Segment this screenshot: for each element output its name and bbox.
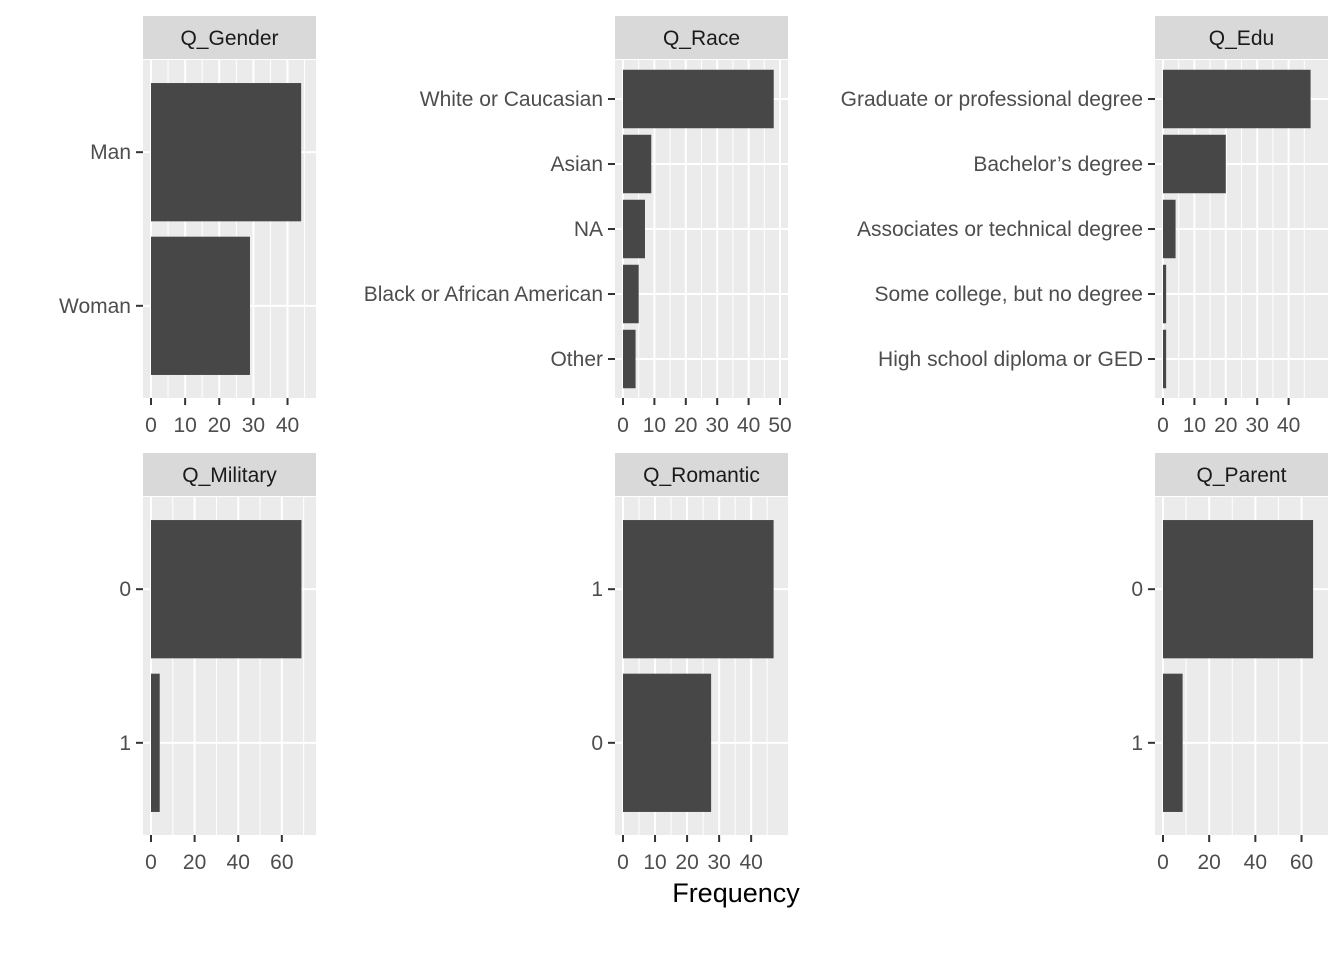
bar xyxy=(623,673,712,812)
facet-strip-label: Q_Gender xyxy=(180,27,278,50)
x-tick-label: 30 xyxy=(242,414,265,437)
x-tick-label: 20 xyxy=(208,414,231,437)
x-tick-label: 10 xyxy=(643,851,666,874)
y-tick-label: NA xyxy=(574,218,603,241)
y-tick-label: Bachelor’s degree xyxy=(973,153,1143,176)
x-tick-label: 40 xyxy=(737,414,760,437)
facet-strip xyxy=(615,16,788,59)
x-tick-label: 20 xyxy=(674,414,697,437)
facet-strip-label: Q_Romantic xyxy=(643,464,760,487)
x-tick-label: 60 xyxy=(270,851,293,874)
bar xyxy=(623,134,652,194)
bar xyxy=(1163,520,1314,659)
facet-strip xyxy=(1155,16,1328,59)
bar xyxy=(151,520,302,659)
bar xyxy=(151,236,250,375)
x-tick-label: 20 xyxy=(1214,414,1237,437)
x-tick-label: 20 xyxy=(1197,851,1220,874)
x-tick-label: 0 xyxy=(1157,414,1169,437)
y-tick-label: Associates or technical degree xyxy=(857,218,1143,241)
x-tick-label: 40 xyxy=(1277,414,1300,437)
bar xyxy=(623,69,774,129)
facet-panel: Q_Edu Graduate or professional degree Bach… xyxy=(841,16,1328,437)
bar xyxy=(1163,329,1167,389)
facet-strip xyxy=(143,453,316,496)
facet-strip-label: Q_Race xyxy=(663,27,740,50)
x-tick-label: 30 xyxy=(1246,414,1269,437)
x-tick-label: 0 xyxy=(617,851,629,874)
x-tick-label: 20 xyxy=(675,851,698,874)
y-tick-label: 0 xyxy=(591,732,603,755)
x-tick-label: 0 xyxy=(617,414,629,437)
x-axis-title: Frequency xyxy=(672,878,800,908)
bar xyxy=(623,520,774,659)
bar xyxy=(623,264,639,324)
facet-panel: Q_Race White or Caucasian Asian NA Black or … xyxy=(364,16,792,437)
facet-strip xyxy=(143,16,316,59)
bar xyxy=(623,199,645,259)
y-tick-label: Man xyxy=(90,141,131,164)
y-tick-label: Black or African American xyxy=(364,283,603,306)
y-tick-label: 1 xyxy=(119,732,131,755)
x-tick-label: 50 xyxy=(768,414,791,437)
y-tick-label: Graduate or professional degree xyxy=(841,88,1143,111)
bar xyxy=(1163,69,1311,129)
y-tick-label: Woman xyxy=(59,295,131,318)
x-tick-label: 10 xyxy=(643,414,666,437)
y-tick-label: 0 xyxy=(119,578,131,601)
facet-strip xyxy=(615,453,788,496)
y-tick-label: 1 xyxy=(1131,732,1143,755)
y-tick-label: 1 xyxy=(591,578,603,601)
facet-strip-label: Q_Parent xyxy=(1197,464,1287,487)
y-tick-label: Other xyxy=(550,348,603,371)
y-tick-label: 0 xyxy=(1131,578,1143,601)
bar xyxy=(623,329,636,389)
y-tick-label: Asian xyxy=(550,153,603,176)
bar xyxy=(1163,199,1176,259)
x-tick-label: 30 xyxy=(706,414,729,437)
x-tick-label: 30 xyxy=(707,851,730,874)
x-tick-label: 0 xyxy=(1157,851,1169,874)
y-tick-label: Some college, but no degree xyxy=(874,283,1143,306)
x-tick-label: 10 xyxy=(1183,414,1206,437)
bar xyxy=(151,83,302,222)
x-tick-label: 40 xyxy=(739,851,762,874)
bar xyxy=(1163,134,1226,194)
x-tick-label: 60 xyxy=(1290,851,1313,874)
facet-panel: Q_Gender Man Woman 0 10 20 30 40 xyxy=(59,16,316,437)
facet-strip xyxy=(1155,453,1328,496)
y-tick-label: White or Caucasian xyxy=(420,88,603,111)
x-tick-label: 0 xyxy=(145,414,157,437)
x-tick-label: 40 xyxy=(276,414,299,437)
bar xyxy=(151,673,160,812)
y-tick-label: High school diploma or GED xyxy=(878,348,1143,371)
x-tick-label: 0 xyxy=(145,851,157,874)
x-tick-label: 40 xyxy=(1244,851,1267,874)
x-tick-label: 10 xyxy=(173,414,196,437)
facet-strip-label: Q_Edu xyxy=(1209,27,1274,50)
facet-strip-label: Q_Military xyxy=(182,464,277,487)
x-tick-label: 20 xyxy=(183,851,206,874)
bar xyxy=(1163,673,1183,812)
bar xyxy=(1163,264,1167,324)
x-tick-label: 40 xyxy=(227,851,250,874)
